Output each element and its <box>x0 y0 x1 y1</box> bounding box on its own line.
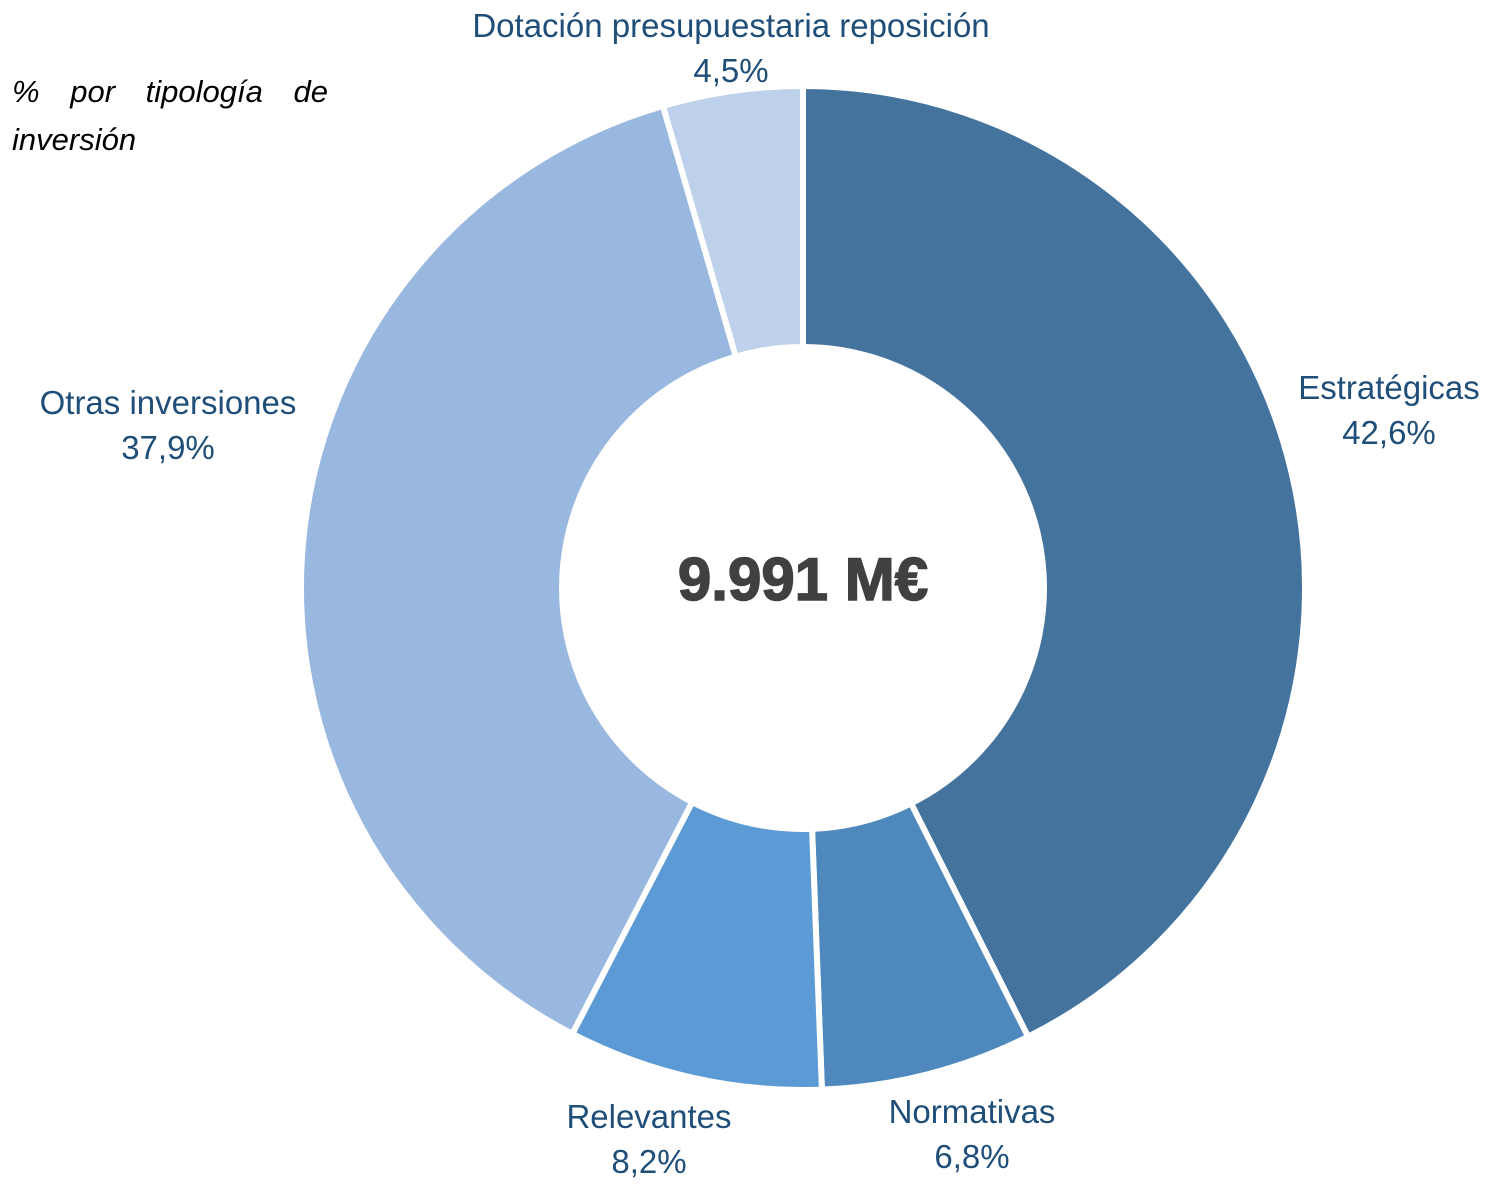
chart-subtitle: % por tipología de inversión <box>12 74 328 157</box>
donut-slices <box>298 82 1308 1093</box>
slice-label-value: 4,5% <box>693 52 768 89</box>
slice-label-value: 37,9% <box>121 429 215 466</box>
slice-otras-inversiones <box>298 102 740 1038</box>
slice-label-value: 42,6% <box>1342 414 1436 451</box>
slice-estrategicas <box>800 82 1308 1041</box>
slice-label-name: Estratégicas <box>1298 369 1480 406</box>
slice-label-name: Relevantes <box>566 1098 731 1135</box>
slice-label-name: Dotación presupuestaria reposición <box>472 7 989 44</box>
slice-labels: Estratégicas 42,6% Normativas 6,8% Relevante… <box>40 7 1480 1180</box>
donut-center-total: 9.991 M€ <box>678 546 928 613</box>
slice-label-value: 8,2% <box>611 1143 686 1180</box>
slice-dotacion-presupuestaria-reposicion <box>659 82 806 361</box>
slice-label-name: Otras inversiones <box>40 384 297 421</box>
slice-label-value: 6,8% <box>934 1138 1009 1175</box>
slice-label-name: Normativas <box>889 1093 1056 1130</box>
